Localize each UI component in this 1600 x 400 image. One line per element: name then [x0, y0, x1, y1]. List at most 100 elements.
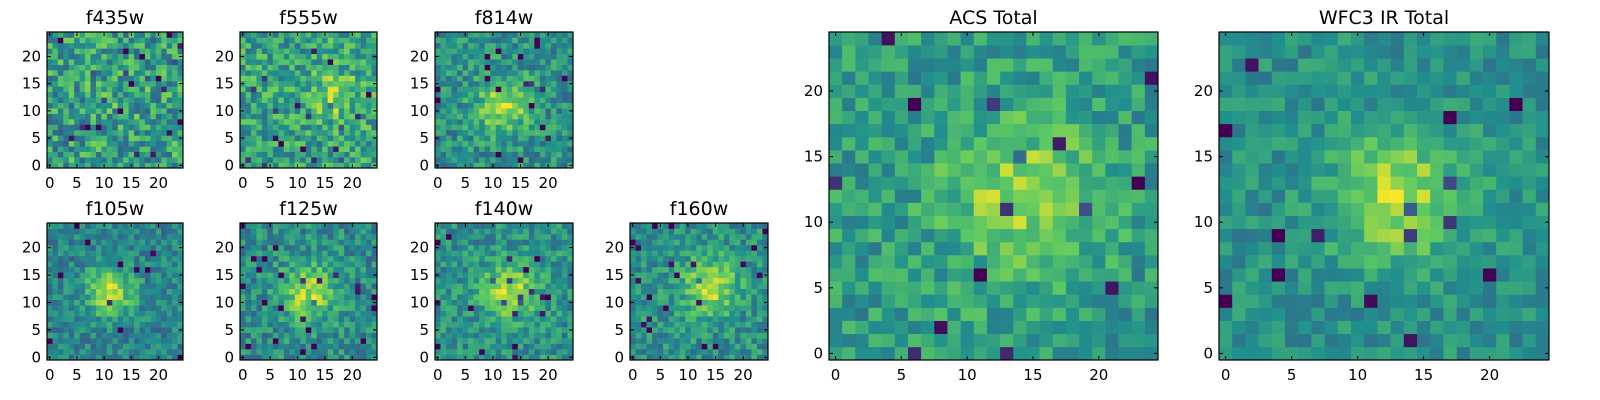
heatmap-cell: [462, 146, 469, 152]
heatmap-cell: [355, 255, 361, 262]
heatmap-cell: [696, 261, 703, 268]
heatmap-cell: [440, 70, 447, 76]
heatmap-cell: [934, 333, 948, 348]
heatmap-cell: [261, 102, 268, 109]
heatmap-cell: [674, 261, 680, 268]
heatmap-cell: [57, 53, 64, 60]
heatmap-cell: [451, 338, 458, 344]
heatmap-cell: [272, 283, 279, 290]
heatmap-cell: [63, 157, 70, 163]
heatmap-cell: [355, 294, 361, 301]
heatmap-cell: [1052, 281, 1067, 295]
heatmap-cell: [95, 42, 102, 49]
heatmap-cell: [468, 272, 474, 279]
heatmap-cell: [550, 157, 557, 163]
heatmap-cell: [112, 135, 119, 142]
heatmap-cell: [440, 272, 447, 279]
heatmap-cell: [256, 261, 263, 268]
heatmap-cell: [250, 32, 257, 38]
heatmap-cell: [495, 70, 502, 76]
heatmap-cell: [144, 135, 151, 142]
heatmap-cell: [679, 305, 686, 311]
heatmap-cell: [561, 75, 568, 82]
heatmap-cell: [322, 91, 328, 98]
heatmap-cell: [479, 266, 485, 273]
heatmap-cell: [371, 228, 378, 235]
heatmap-cell: [506, 70, 513, 76]
heatmap-cell: [52, 332, 59, 339]
heatmap-cell: [556, 32, 563, 38]
heatmap-cell: [327, 244, 334, 251]
heatmap-cell: [528, 305, 535, 311]
heatmap-cell: [161, 321, 167, 328]
heatmap-cell: [256, 75, 263, 82]
heatmap-cell: [435, 146, 441, 152]
heatmap-cell: [283, 75, 290, 82]
heatmap-cell: [250, 59, 257, 65]
heatmap-cell: [360, 146, 367, 152]
heatmap-cell: [327, 80, 334, 87]
heatmap-cell: [338, 305, 345, 311]
heatmap-cell: [79, 250, 86, 257]
heatmap-cell: [366, 129, 372, 136]
heatmap-cell: [495, 108, 502, 114]
heatmap-cell: [1039, 346, 1054, 361]
heatmap-cell: [294, 124, 301, 131]
heatmap-cell: [986, 294, 1001, 308]
heatmap-cell: [85, 97, 91, 104]
heatmap-cell: [484, 354, 491, 361]
heatmap-cell: [371, 332, 378, 339]
heatmap-cell: [261, 332, 268, 339]
heatmap-cell: [134, 129, 140, 136]
heatmap-cell: [490, 37, 497, 44]
heatmap-cell: [327, 250, 334, 257]
heatmap-cell: [550, 354, 557, 361]
heatmap-cell: [338, 343, 345, 350]
heatmap-cell: [1026, 189, 1040, 203]
heatmap-cell: [123, 305, 129, 311]
heatmap-cell: [360, 80, 367, 87]
heatmap-cell: [635, 338, 642, 344]
heatmap-cell: [68, 64, 75, 71]
heatmap-cell: [501, 102, 508, 109]
heatmap-cell: [567, 91, 574, 98]
heatmap-cell: [561, 119, 568, 125]
heatmap-cell: [495, 283, 502, 290]
heatmap-cell: [128, 129, 135, 136]
heatmap-cell: [539, 157, 546, 163]
heatmap-cell: [95, 48, 102, 55]
heatmap-cell: [283, 327, 290, 333]
heatmap-cell: [112, 113, 119, 120]
heatmap-cell: [316, 277, 323, 284]
heatmap-cell: [166, 261, 173, 268]
heatmap-cell: [523, 80, 530, 87]
heatmap-cell: [261, 255, 268, 262]
heatmap-cell: [68, 316, 75, 322]
heatmap-cell: [278, 272, 285, 279]
heatmap-cell: [150, 135, 157, 142]
heatmap-cell: [250, 37, 257, 44]
heatmap-cell: [161, 70, 167, 76]
heatmap-cell: [646, 310, 653, 317]
heatmap-cell: [947, 176, 961, 190]
heatmap-cell: [512, 86, 519, 93]
heatmap-cell: [74, 310, 80, 317]
heatmap-cell: [734, 343, 741, 350]
heatmap-cell: [63, 48, 70, 55]
heatmap-cell: [668, 272, 675, 279]
heatmap-cell: [150, 162, 157, 169]
heatmap-cell: [305, 129, 312, 136]
heatmap-cell: [166, 327, 173, 333]
heatmap-cell: [435, 305, 441, 311]
heatmap-cell: [349, 266, 356, 273]
heatmap-cell: [85, 299, 91, 306]
heatmap-cell: [177, 332, 184, 339]
heatmap-cell: [283, 80, 290, 87]
heatmap-cell: [468, 162, 474, 169]
heatmap-cell: [85, 86, 91, 93]
heatmap-cell: [630, 343, 636, 350]
y-tick-label: 10: [605, 293, 624, 311]
heatmap-cell: [921, 320, 935, 335]
heatmap-cell: [707, 316, 714, 322]
heatmap-cell: [539, 310, 546, 317]
